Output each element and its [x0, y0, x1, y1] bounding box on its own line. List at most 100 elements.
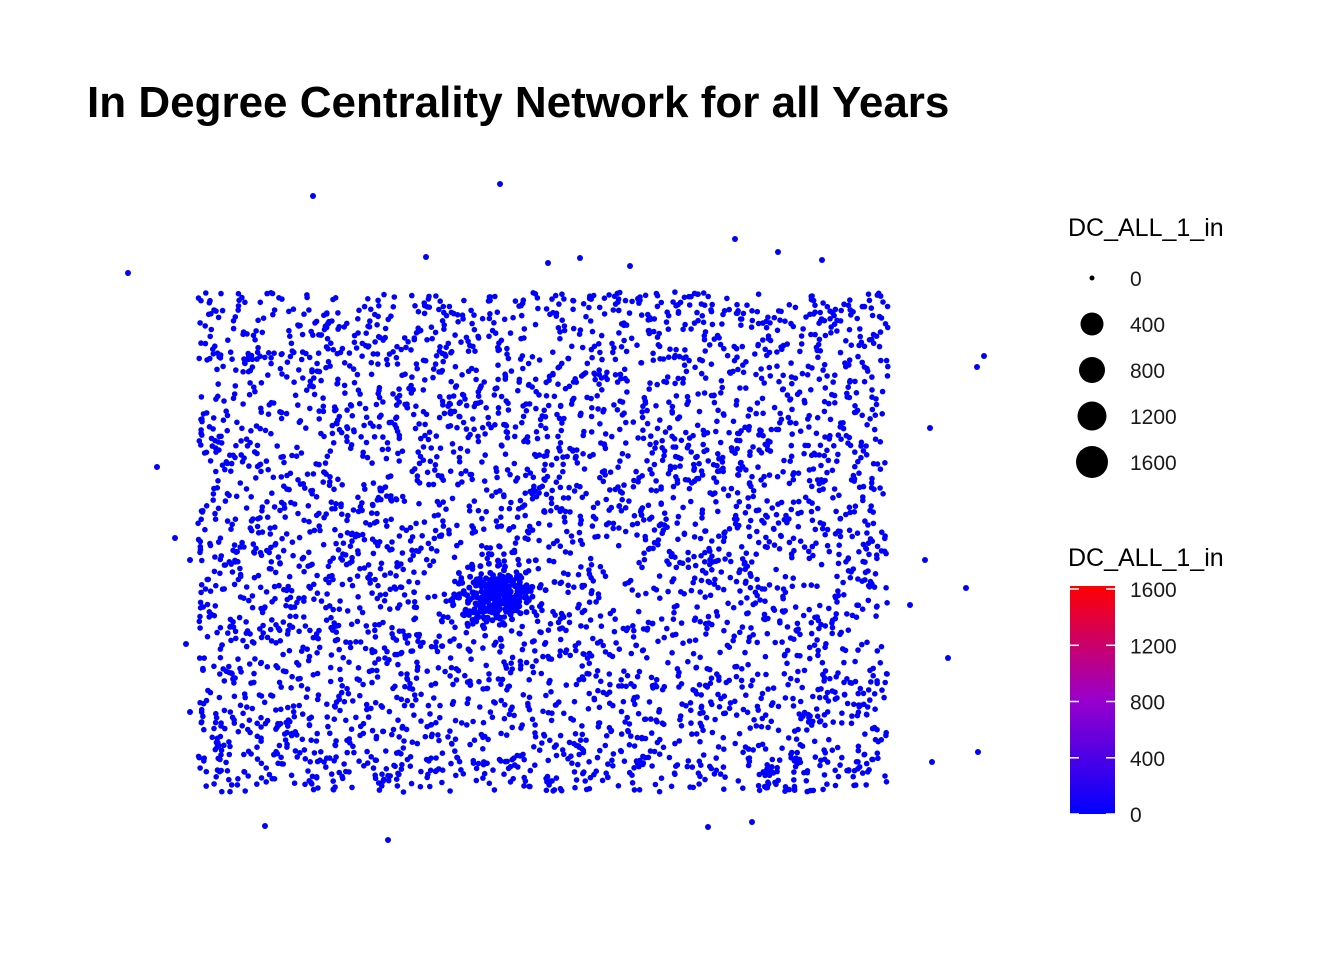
- network-node: [884, 303, 891, 310]
- network-node: [565, 495, 572, 501]
- network-node: [379, 704, 386, 710]
- network-node: [241, 751, 247, 758]
- network-node: [401, 498, 408, 505]
- network-node: [274, 443, 281, 449]
- network-node: [290, 552, 296, 559]
- network-node: [301, 311, 307, 318]
- network-node: [866, 551, 872, 558]
- network-node: [679, 701, 685, 707]
- network-node: [870, 340, 877, 347]
- network-node: [678, 723, 685, 729]
- network-node: [686, 485, 693, 492]
- network-node: [198, 508, 205, 514]
- network-node: [197, 765, 203, 771]
- network-node: [271, 350, 277, 357]
- network-node: [215, 755, 221, 762]
- network-node: [620, 625, 627, 632]
- network-node: [712, 576, 718, 583]
- network-node: [784, 660, 790, 667]
- network-node: [675, 375, 681, 382]
- network-node: [724, 619, 730, 626]
- network-node: [451, 554, 458, 561]
- network-node: [716, 704, 723, 710]
- network-node: [661, 721, 667, 728]
- network-node: [327, 558, 333, 565]
- network-node: [415, 325, 422, 332]
- network-node: [852, 658, 858, 665]
- network-node: [507, 471, 513, 478]
- network-node: [590, 504, 597, 511]
- network-node: [299, 711, 306, 717]
- network-node: [780, 586, 787, 592]
- network-node: [821, 747, 827, 753]
- network-node: [497, 574, 504, 581]
- network-node: [694, 604, 700, 610]
- network-node: [220, 417, 227, 424]
- network-node: [244, 704, 250, 710]
- network-node: [495, 410, 502, 416]
- network-node: [284, 359, 291, 366]
- network-node: [822, 531, 828, 538]
- network-node: [415, 308, 422, 315]
- network-node: [560, 570, 567, 576]
- network-node: [522, 472, 529, 479]
- network-node: [866, 297, 873, 304]
- network-node: [383, 766, 390, 772]
- network-node: [659, 530, 665, 537]
- network-node: [125, 270, 131, 276]
- network-node: [706, 545, 712, 552]
- network-node: [809, 500, 815, 506]
- network-node: [221, 586, 227, 592]
- network-node: [532, 321, 539, 328]
- network-node: [740, 369, 747, 376]
- network-node: [872, 706, 878, 712]
- network-node: [547, 737, 553, 744]
- network-node: [634, 532, 640, 538]
- network-node: [874, 678, 880, 684]
- network-node: [487, 311, 493, 317]
- network-node: [571, 584, 577, 590]
- network-node: [511, 460, 518, 467]
- network-node: [409, 739, 416, 745]
- network-node: [748, 682, 754, 689]
- network-node: [393, 573, 399, 579]
- network-node: [288, 499, 294, 506]
- network-node: [508, 660, 514, 666]
- network-node: [672, 380, 678, 387]
- network-node: [746, 638, 752, 645]
- network-node: [725, 600, 731, 607]
- network-node: [629, 298, 635, 305]
- network-node: [777, 532, 784, 539]
- network-node: [797, 741, 803, 748]
- network-node: [610, 607, 617, 614]
- network-node: [742, 424, 748, 431]
- network-node: [720, 486, 727, 492]
- network-node: [340, 540, 347, 546]
- network-node: [369, 679, 375, 686]
- network-node: [431, 695, 437, 701]
- network-node: [821, 452, 828, 459]
- network-node: [273, 748, 279, 755]
- network-node: [348, 621, 355, 628]
- network-node: [709, 621, 715, 628]
- network-node: [428, 755, 434, 761]
- network-node: [432, 462, 439, 468]
- network-node: [275, 760, 281, 767]
- network-node: [446, 394, 453, 400]
- network-node: [862, 559, 868, 565]
- network-node: [653, 587, 660, 593]
- network-node: [535, 565, 542, 572]
- network-node: [202, 323, 208, 329]
- network-node: [453, 677, 460, 683]
- network-node: [197, 599, 204, 606]
- network-node: [802, 494, 809, 501]
- network-node: [218, 720, 224, 726]
- network-node: [836, 492, 842, 499]
- network-node: [605, 761, 611, 767]
- network-node: [794, 677, 800, 684]
- network-node: [625, 727, 631, 734]
- network-node: [532, 291, 539, 297]
- network-node: [594, 754, 601, 761]
- network-node: [295, 402, 301, 408]
- network-node: [284, 596, 291, 603]
